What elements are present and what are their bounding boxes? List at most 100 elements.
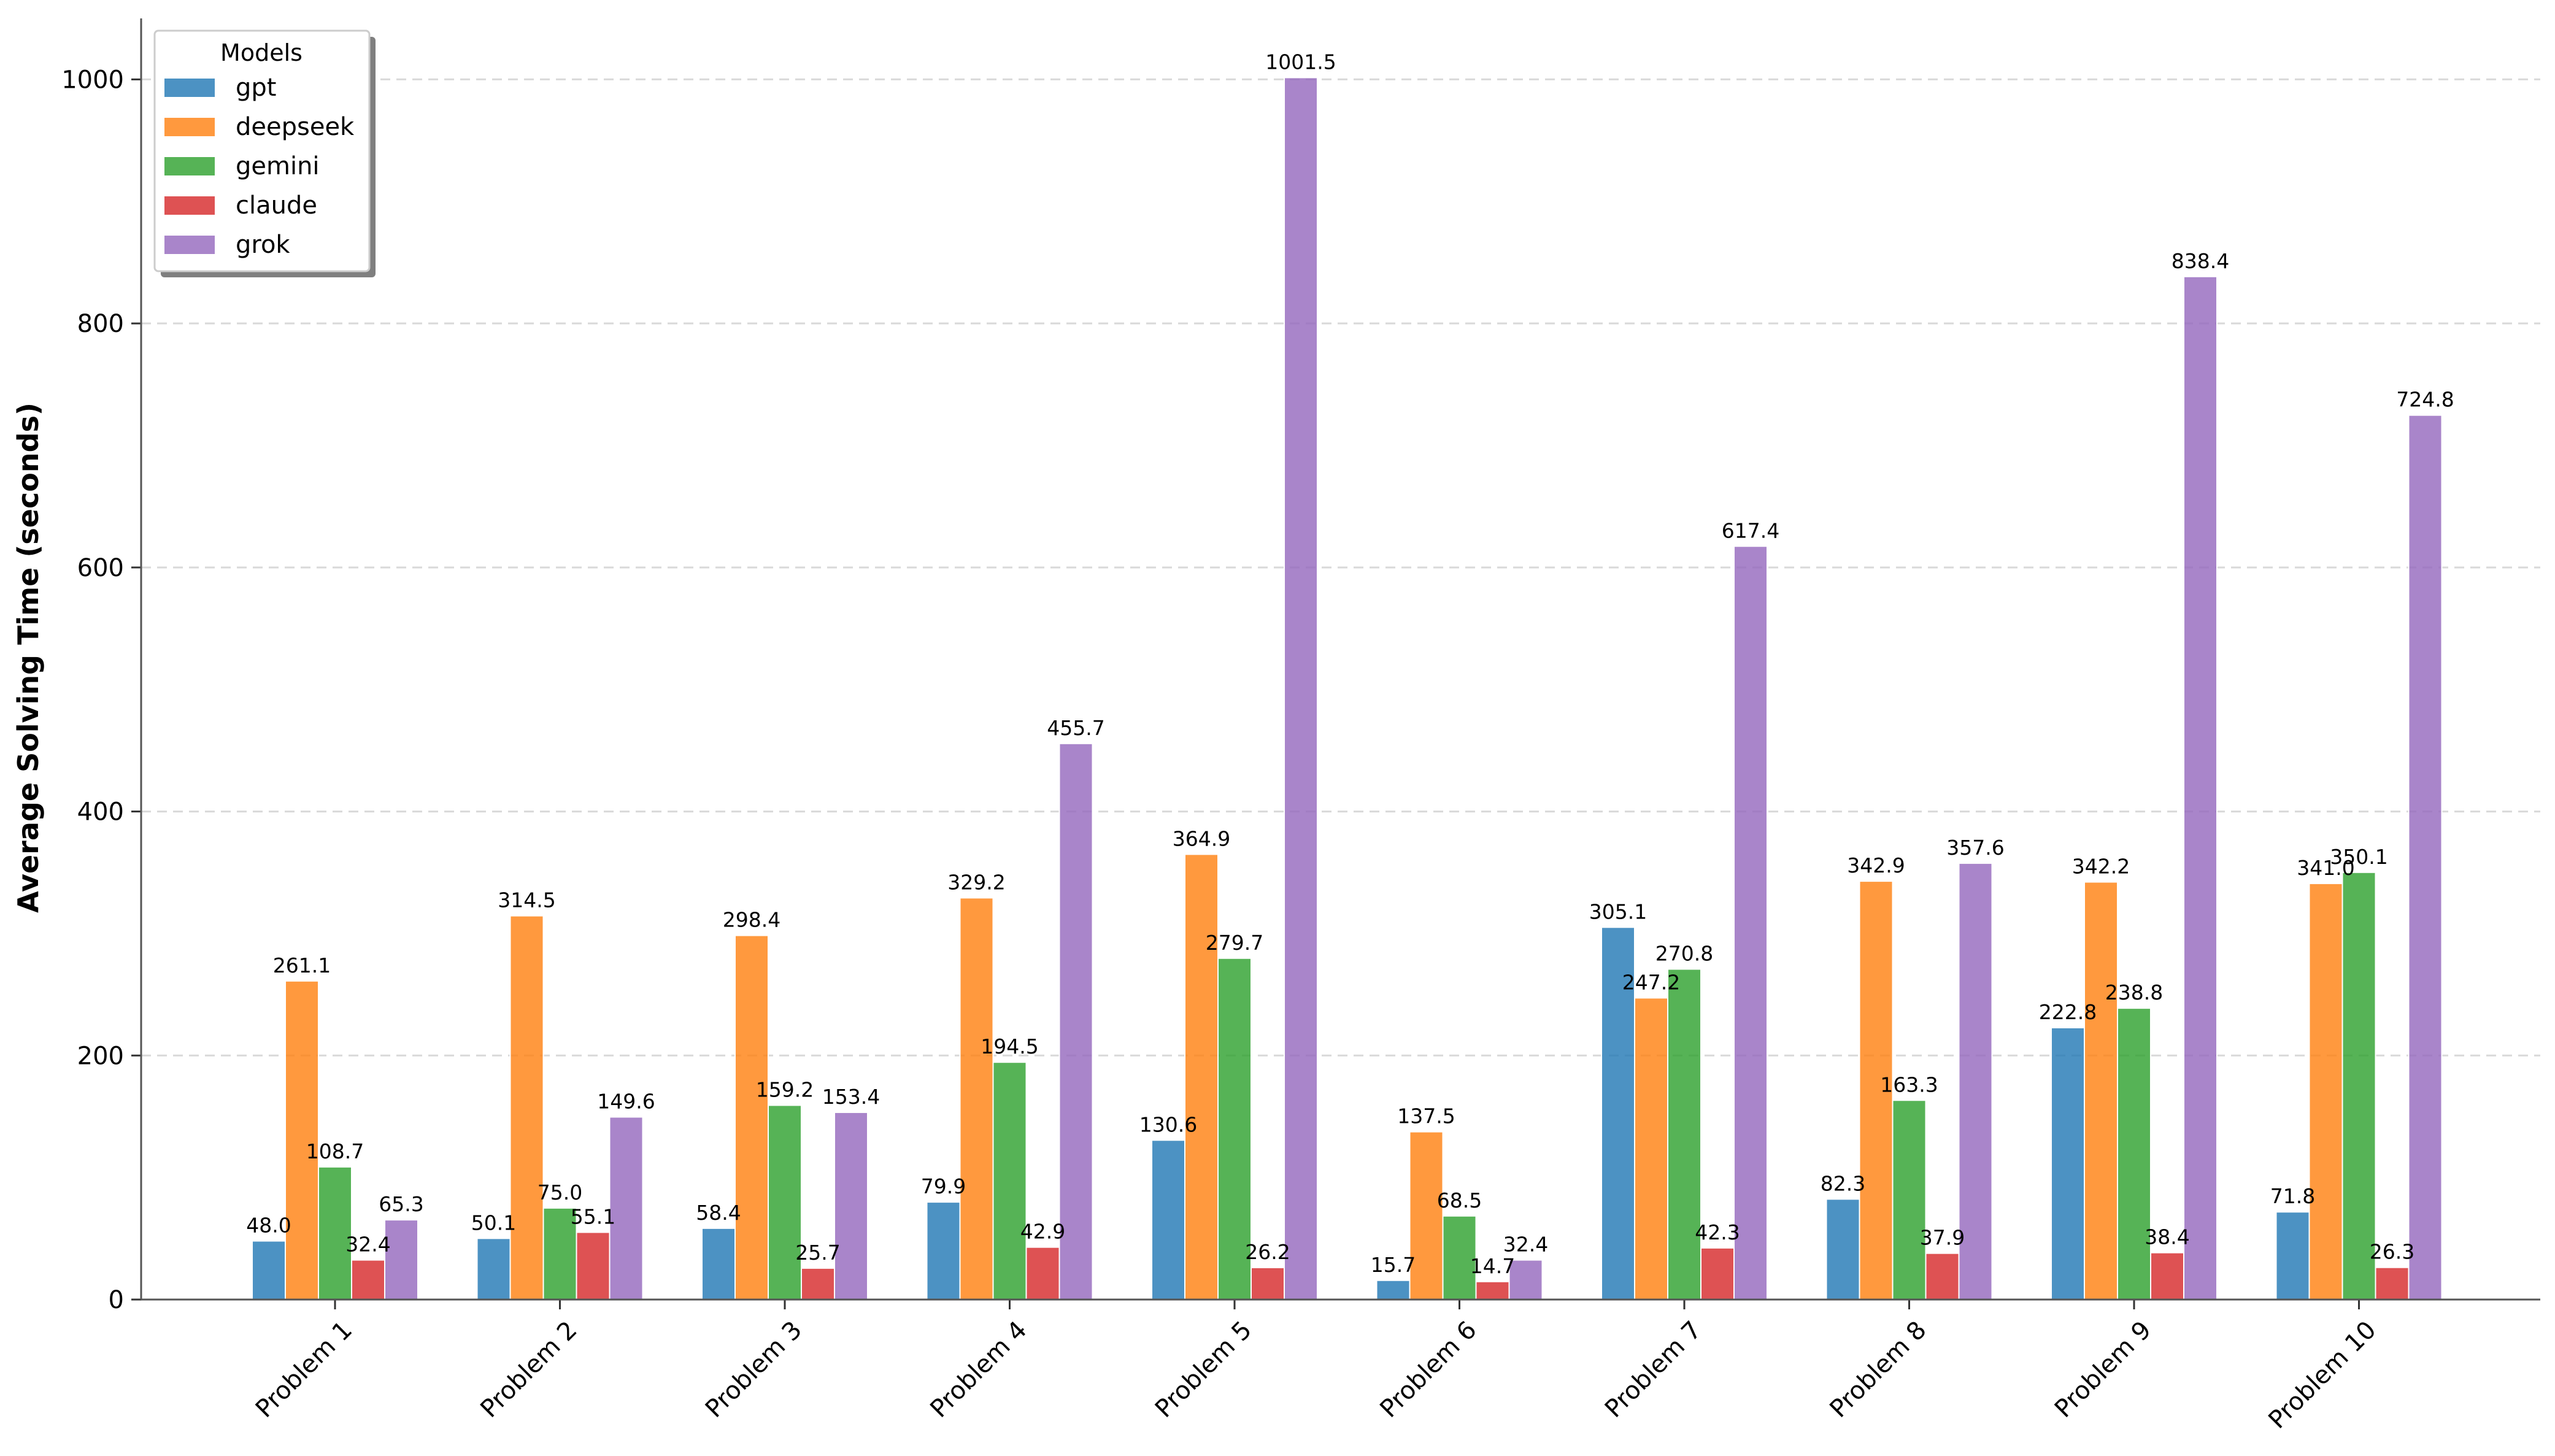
bar-value-label: 50.1 bbox=[471, 1211, 516, 1235]
bar-value-label: 42.3 bbox=[1695, 1220, 1740, 1244]
bar-grok bbox=[1284, 77, 1318, 1301]
bar-value-label: 82.3 bbox=[1821, 1171, 1865, 1195]
bar-value-label: 32.4 bbox=[1503, 1233, 1548, 1257]
bar-value-label: 37.9 bbox=[1920, 1226, 1965, 1250]
bar-value-label: 149.6 bbox=[597, 1090, 655, 1114]
y-axis-title-group: Average Solving Time (seconds) bbox=[12, 403, 45, 913]
bar-value-label: 455.7 bbox=[1047, 716, 1104, 740]
bar-value-label: 71.8 bbox=[2270, 1184, 2315, 1208]
bar-value-label: 153.4 bbox=[822, 1085, 880, 1109]
bar-grok bbox=[834, 1111, 868, 1300]
legend-title: Models bbox=[220, 39, 303, 66]
legend-swatch-deepseek bbox=[164, 118, 215, 136]
bar-value-label: 15.7 bbox=[1371, 1253, 1416, 1277]
bar-gpt bbox=[2051, 1027, 2085, 1300]
bar-gemini bbox=[2341, 871, 2376, 1300]
bar-grok bbox=[1733, 545, 1768, 1300]
bar-deepseek bbox=[959, 897, 994, 1300]
bar-value-label: 48.0 bbox=[246, 1214, 291, 1238]
bar-grok bbox=[609, 1116, 644, 1301]
bar-grok bbox=[1508, 1259, 1543, 1301]
bar-gemini bbox=[1217, 957, 1252, 1301]
legend-label-claude: claude bbox=[236, 191, 317, 220]
bar-grok bbox=[384, 1219, 418, 1300]
bar-value-label: 108.7 bbox=[306, 1139, 364, 1163]
bar-value-label: 247.2 bbox=[1622, 970, 1680, 994]
bar-deepseek bbox=[509, 915, 544, 1300]
x-tick-label: Problem 1 bbox=[250, 1316, 358, 1423]
bar-value-label: 75.0 bbox=[538, 1181, 582, 1204]
bar-deepseek bbox=[734, 934, 769, 1300]
bar-value-label: 159.2 bbox=[756, 1077, 814, 1101]
legend-label-gpt: gpt bbox=[236, 74, 276, 102]
bar-value-label: 838.4 bbox=[2172, 249, 2229, 273]
bar-value-label: 329.2 bbox=[947, 870, 1005, 894]
x-tick-label: Problem 5 bbox=[1150, 1316, 1257, 1423]
bar-value-label: 222.8 bbox=[2039, 1000, 2097, 1024]
bar-gpt bbox=[476, 1238, 511, 1300]
bar-grok bbox=[2408, 414, 2443, 1300]
bar-value-label: 42.9 bbox=[1020, 1220, 1065, 1244]
bar-deepseek bbox=[1409, 1131, 1444, 1300]
bar-gpt bbox=[926, 1201, 961, 1301]
bar-claude bbox=[1251, 1266, 1285, 1300]
bar-value-label: 341.0 bbox=[2297, 856, 2354, 880]
bar-value-label: 58.4 bbox=[696, 1201, 741, 1225]
bar-value-label: 26.2 bbox=[1245, 1240, 1290, 1264]
bar-value-label: 342.9 bbox=[1847, 853, 1905, 877]
legend-swatch-grok bbox=[164, 236, 215, 254]
bar-value-label: 1001.5 bbox=[1265, 50, 1336, 74]
bar-value-label: 32.4 bbox=[345, 1233, 390, 1257]
legend-swatch-claude bbox=[164, 196, 215, 215]
bar-value-label: 279.7 bbox=[1206, 931, 1263, 955]
legend-label-grok: grok bbox=[236, 231, 290, 259]
bar-value-label: 724.8 bbox=[2396, 388, 2454, 412]
x-tick-label: Problem 10 bbox=[2263, 1316, 2381, 1435]
bar-gemini bbox=[1892, 1100, 1927, 1300]
bar-value-label: 55.1 bbox=[571, 1204, 615, 1228]
y-tick-label: 800 bbox=[77, 310, 124, 338]
bar-value-label: 38.4 bbox=[2145, 1225, 2189, 1249]
bar-value-label: 25.7 bbox=[795, 1241, 840, 1265]
bar-claude bbox=[351, 1259, 385, 1301]
y-tick-label: 1000 bbox=[61, 66, 124, 94]
bar-gpt bbox=[1376, 1279, 1411, 1301]
legend-label-deepseek: deepseek bbox=[236, 113, 355, 141]
bar-value-label: 163.3 bbox=[1880, 1073, 1938, 1096]
bar-value-label: 298.4 bbox=[723, 908, 780, 932]
bar-grok bbox=[1058, 742, 1093, 1300]
bar-claude bbox=[2375, 1266, 2410, 1301]
legend: Models gpt deepseek gemini claude grok bbox=[153, 29, 376, 277]
bar-value-label: 194.5 bbox=[981, 1034, 1038, 1058]
bar-value-label: 305.1 bbox=[1589, 899, 1647, 923]
data-labels: 48.0 261.1 108.7 32.4 65.3 50.1 314.5 75.055.1 1… bbox=[246, 50, 2454, 1277]
x-tick-label: Problem 7 bbox=[1600, 1316, 1707, 1423]
legend-swatch-gpt bbox=[164, 79, 215, 97]
y-tick-label: 200 bbox=[77, 1042, 124, 1070]
y-tick-label: 600 bbox=[77, 554, 124, 582]
bar-value-label: 14.7 bbox=[1470, 1254, 1515, 1278]
bar-grok bbox=[2183, 275, 2218, 1300]
bars bbox=[252, 77, 2443, 1301]
bar-deepseek bbox=[1634, 997, 1668, 1301]
bar-value-label: 130.6 bbox=[1139, 1112, 1197, 1136]
bar-gemini bbox=[768, 1104, 802, 1300]
y-axis-title: Average Solving Time (seconds) bbox=[12, 403, 45, 913]
bar-value-label: 342.2 bbox=[2072, 855, 2130, 879]
x-tick-label: Problem 8 bbox=[1824, 1316, 1932, 1423]
bar-claude bbox=[576, 1231, 611, 1300]
bar-gpt bbox=[252, 1240, 286, 1301]
bar-deepseek bbox=[1184, 853, 1219, 1300]
bar-value-label: 238.8 bbox=[2105, 980, 2163, 1004]
bar-value-label: 65.3 bbox=[379, 1192, 423, 1216]
x-tick-label: Problem 2 bbox=[475, 1316, 582, 1423]
bar-grok bbox=[1958, 862, 1993, 1300]
bar-claude bbox=[1700, 1247, 1735, 1300]
bar-claude bbox=[2150, 1252, 2184, 1301]
bar-claude bbox=[1475, 1281, 1510, 1301]
bar-value-label: 357.6 bbox=[1946, 836, 2004, 860]
bar-gemini bbox=[1667, 968, 1701, 1300]
bar-claude bbox=[801, 1267, 835, 1301]
